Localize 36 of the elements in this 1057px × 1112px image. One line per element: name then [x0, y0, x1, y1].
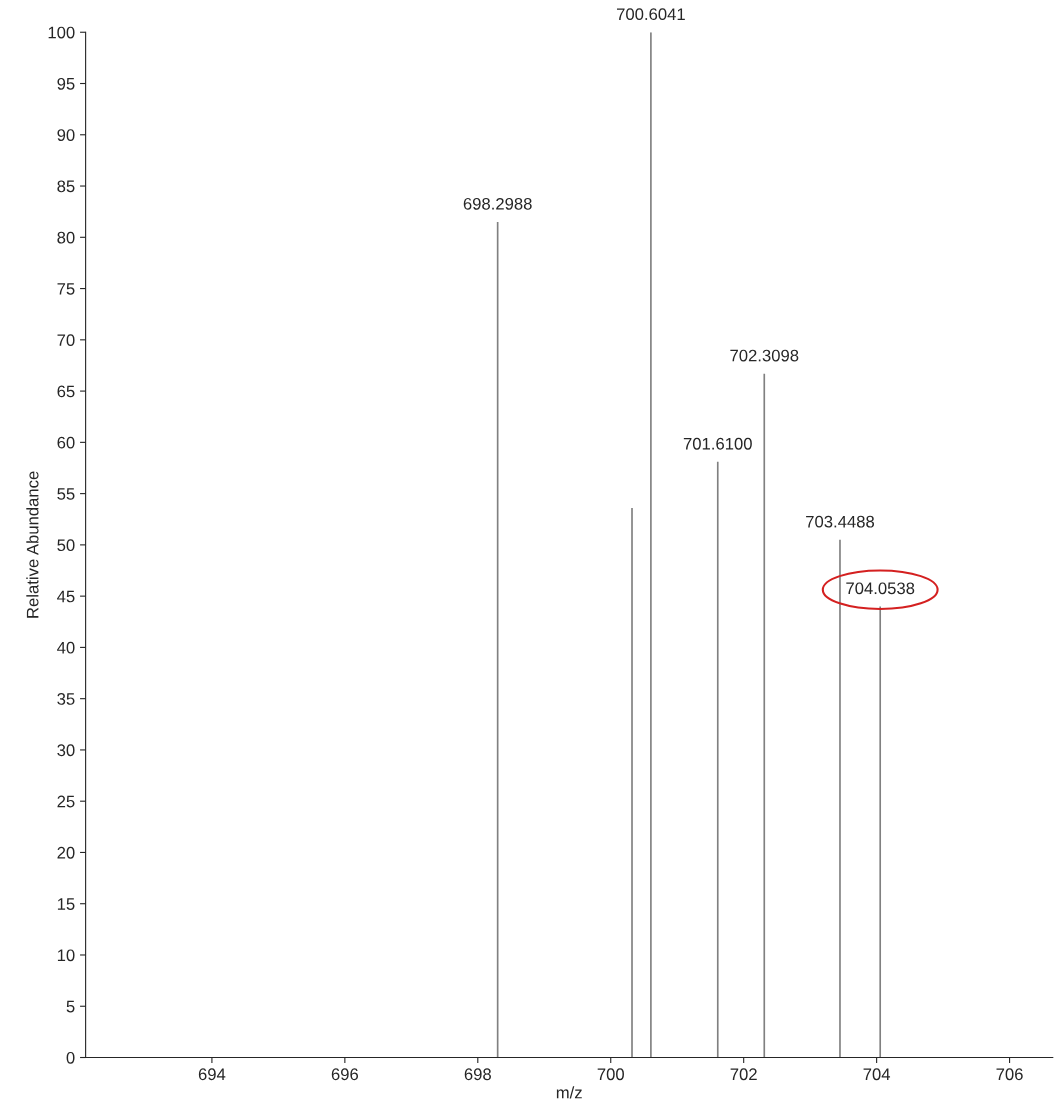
annotation: 698.2988: [463, 197, 532, 210]
annotation: 701.6100: [683, 437, 752, 450]
y-tick-label: 10: [57, 949, 75, 962]
x-tick-label: 698: [464, 1068, 491, 1081]
y-tick-label: 75: [57, 283, 75, 295]
y-tick-label: 25: [57, 795, 75, 808]
x-tick-label: 702: [730, 1068, 757, 1081]
y-tick-label: 5: [66, 1000, 75, 1013]
y-tick-label: 15: [57, 898, 75, 910]
y-tick-label: 70: [57, 334, 75, 347]
y-tick-label: 80: [57, 231, 75, 244]
y-tick-label: 30: [57, 744, 75, 757]
x-axis-title: m/z: [556, 1086, 582, 1099]
y-tick-label: 95: [57, 77, 75, 90]
x-tick-label: 704: [863, 1068, 891, 1081]
annotation: 700.6041: [616, 8, 685, 21]
y-tick-label: 85: [57, 180, 75, 193]
y-tick-label: 55: [57, 488, 75, 500]
y-tick-label: 50: [57, 539, 75, 552]
y-tick-label: 40: [57, 641, 75, 654]
x-tick-label: 706: [996, 1068, 1023, 1081]
y-tick-label: 0: [66, 1051, 75, 1064]
y-tick-label: 35: [57, 693, 75, 705]
annotation: 704.0538: [846, 582, 915, 595]
x-tick-label: 700: [597, 1068, 624, 1081]
x-tick-label: 696: [331, 1068, 359, 1081]
y-tick-label: 45: [57, 590, 75, 603]
annotation: 702.3098: [730, 349, 799, 362]
y-tick-label: 90: [57, 129, 75, 141]
annotation: 703.4488: [806, 515, 875, 528]
x-tick-label: 694: [198, 1068, 226, 1081]
y-tick-label: 20: [57, 846, 75, 859]
y-tick-label: 65: [57, 385, 75, 398]
y-axis-title: Relative Abundance: [26, 471, 39, 618]
y-tick-label: 60: [57, 436, 75, 449]
y-tick-label: 100: [48, 26, 75, 39]
